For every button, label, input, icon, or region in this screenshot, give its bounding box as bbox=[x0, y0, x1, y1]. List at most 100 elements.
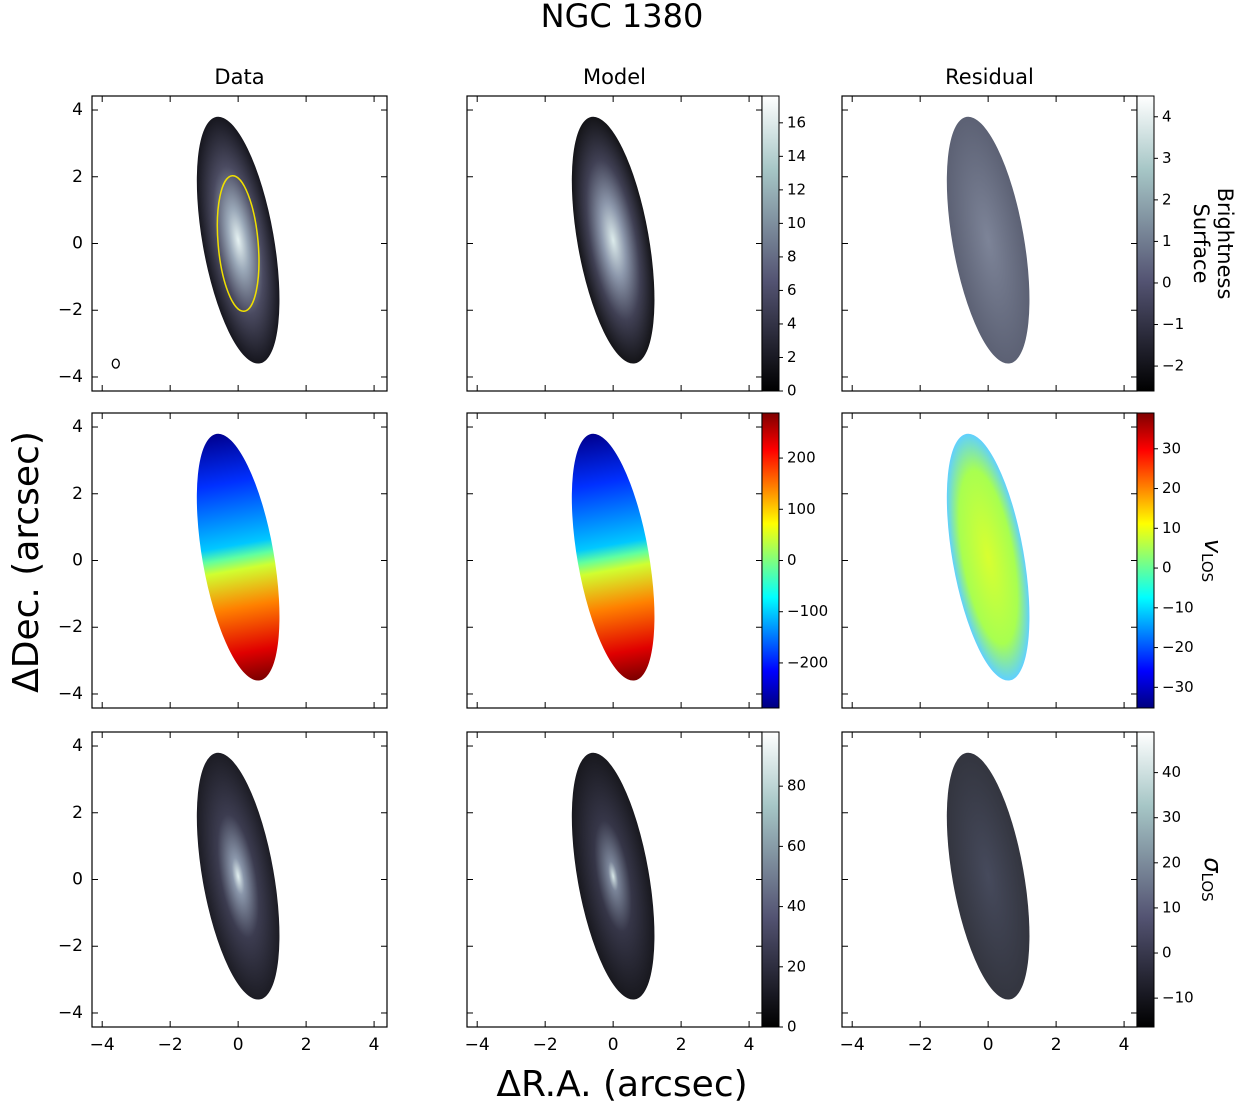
colorbar bbox=[1136, 731, 1155, 1028]
panel bbox=[466, 95, 763, 392]
y-tick-label: −4 bbox=[58, 1003, 83, 1023]
y-tick-label: −2 bbox=[58, 936, 83, 956]
colorbar bbox=[761, 412, 780, 709]
x-tick-label: −2 bbox=[533, 1035, 558, 1055]
y-tick-label: −2 bbox=[58, 617, 83, 637]
colorbar-tick-label: −2 bbox=[1162, 357, 1184, 375]
colorbar-tick-label: 6 bbox=[787, 281, 797, 299]
y-tick-label: 2 bbox=[72, 484, 83, 504]
galaxy-map bbox=[571, 116, 655, 364]
panel bbox=[466, 412, 763, 709]
y-tick-label: 0 bbox=[72, 234, 83, 254]
x-tick-label: 4 bbox=[1119, 1035, 1130, 1055]
x-tick-label: −4 bbox=[840, 1035, 865, 1055]
colorbar-tick-label: 200 bbox=[787, 449, 816, 467]
colorbar-tick-label: 0 bbox=[787, 382, 797, 400]
x-tick-label: 2 bbox=[676, 1035, 687, 1055]
colorbar-tick-label: 10 bbox=[1162, 519, 1181, 537]
colorbar-tick-label: −100 bbox=[787, 602, 828, 620]
colorbar-tick-label: −10 bbox=[1162, 598, 1194, 616]
y-tick-label: 2 bbox=[72, 803, 83, 823]
fit-region bbox=[216, 174, 260, 313]
x-tick-label: 4 bbox=[369, 1035, 380, 1055]
y-tick-label: 4 bbox=[72, 417, 83, 437]
colorbar-tick-label: 0 bbox=[1162, 944, 1172, 962]
colorbar-tick-label: 4 bbox=[1162, 107, 1172, 125]
colorbar bbox=[761, 95, 780, 392]
galaxy-map bbox=[571, 752, 655, 1000]
colorbar-tick-label: 40 bbox=[787, 897, 806, 915]
x-tick-label: −4 bbox=[90, 1035, 115, 1055]
panel: −4 −2 0 2 4 bbox=[840, 731, 1138, 1055]
colorbar bbox=[761, 731, 780, 1028]
colorbar-tick-label: 2 bbox=[1162, 190, 1172, 208]
colorbar-tick-label: 1 bbox=[1162, 232, 1172, 250]
colorbar-tick-label: 12 bbox=[787, 180, 806, 198]
row-label-subscript: LOS bbox=[1199, 873, 1217, 902]
x-tick-label: −2 bbox=[908, 1035, 933, 1055]
colorbar-tick-label: 30 bbox=[1162, 808, 1181, 826]
panel bbox=[841, 95, 1138, 392]
colorbar bbox=[1136, 412, 1155, 709]
column-title: Data bbox=[214, 65, 264, 89]
x-tick-label: 2 bbox=[1051, 1035, 1062, 1055]
row-label-symbol: v bbox=[1199, 539, 1227, 554]
x-tick-label: −2 bbox=[158, 1035, 183, 1055]
colorbar-tick-label: 80 bbox=[787, 777, 806, 795]
y-tick-label: 4 bbox=[72, 736, 83, 756]
row-label-symbol: σ bbox=[1199, 857, 1227, 873]
y-tick-label: 0 bbox=[72, 551, 83, 571]
panel: −4 −2 0 2 4 −4 −2 0 2 4 bbox=[58, 731, 388, 1055]
colorbar-tick-label: 14 bbox=[787, 147, 806, 165]
galaxy-map bbox=[196, 116, 280, 364]
colorbar-tick-label: 100 bbox=[787, 500, 816, 518]
colorbar-tick-label: −200 bbox=[787, 653, 828, 671]
row-label: σLOS bbox=[1199, 857, 1228, 901]
colorbar-tick-label: 30 bbox=[1162, 439, 1181, 457]
beam bbox=[111, 358, 120, 369]
x-tick-label: 2 bbox=[301, 1035, 312, 1055]
colorbar-tick-label: 3 bbox=[1162, 149, 1172, 167]
colorbar-tick-label: 10 bbox=[787, 214, 806, 232]
colorbar bbox=[1136, 95, 1155, 392]
panel bbox=[841, 412, 1138, 709]
y-tick-label: −4 bbox=[58, 684, 83, 704]
colorbar-tick-label: 2 bbox=[787, 348, 797, 366]
colorbar-tick-label: 0 bbox=[1162, 559, 1172, 577]
figure-title: NGC 1380 bbox=[541, 0, 704, 35]
y-tick-label: −2 bbox=[58, 300, 83, 320]
column-title: Model bbox=[583, 65, 646, 89]
colorbar-tick-label: 0 bbox=[1162, 273, 1172, 291]
colorbar-tick-label: 20 bbox=[787, 957, 806, 975]
panel: −4 −2 0 2 4 bbox=[58, 95, 388, 392]
x-axis-label: ΔR.A. (arcsec) bbox=[496, 1064, 747, 1105]
colorbar-tick-label: −1 bbox=[1162, 315, 1184, 333]
x-tick-label: 0 bbox=[608, 1035, 619, 1055]
row-label: vLOS bbox=[1199, 539, 1228, 582]
colorbar-tick-label: 8 bbox=[787, 247, 797, 265]
galaxy-map bbox=[946, 116, 1030, 364]
galaxy-map bbox=[571, 433, 655, 681]
x-tick-label: 0 bbox=[233, 1035, 244, 1055]
colorbar-tick-label: −30 bbox=[1162, 678, 1194, 696]
panel: −4 −2 0 2 4 bbox=[58, 412, 388, 709]
colorbar-tick-label: 20 bbox=[1162, 853, 1181, 871]
colorbar-tick-label: 16 bbox=[787, 113, 806, 131]
colorbar-tick-label: 4 bbox=[787, 314, 797, 332]
galaxy-map bbox=[946, 752, 1030, 1000]
column-title: Residual bbox=[945, 65, 1034, 89]
x-tick-label: 0 bbox=[983, 1035, 994, 1055]
y-tick-label: 0 bbox=[72, 870, 83, 890]
row-label: Surface bbox=[1189, 203, 1213, 283]
panel: −4 −2 0 2 4 bbox=[465, 731, 763, 1055]
y-tick-label: 4 bbox=[72, 100, 83, 120]
x-tick-label: −4 bbox=[465, 1035, 490, 1055]
colorbar-tick-label: 10 bbox=[1162, 898, 1181, 916]
colorbar-tick-label: −20 bbox=[1162, 638, 1194, 656]
colorbar-tick-label: 60 bbox=[787, 837, 806, 855]
row-label: Brightness bbox=[1213, 188, 1237, 300]
colorbar-tick-label: 20 bbox=[1162, 479, 1181, 497]
colorbar-tick-label: −10 bbox=[1162, 989, 1194, 1007]
